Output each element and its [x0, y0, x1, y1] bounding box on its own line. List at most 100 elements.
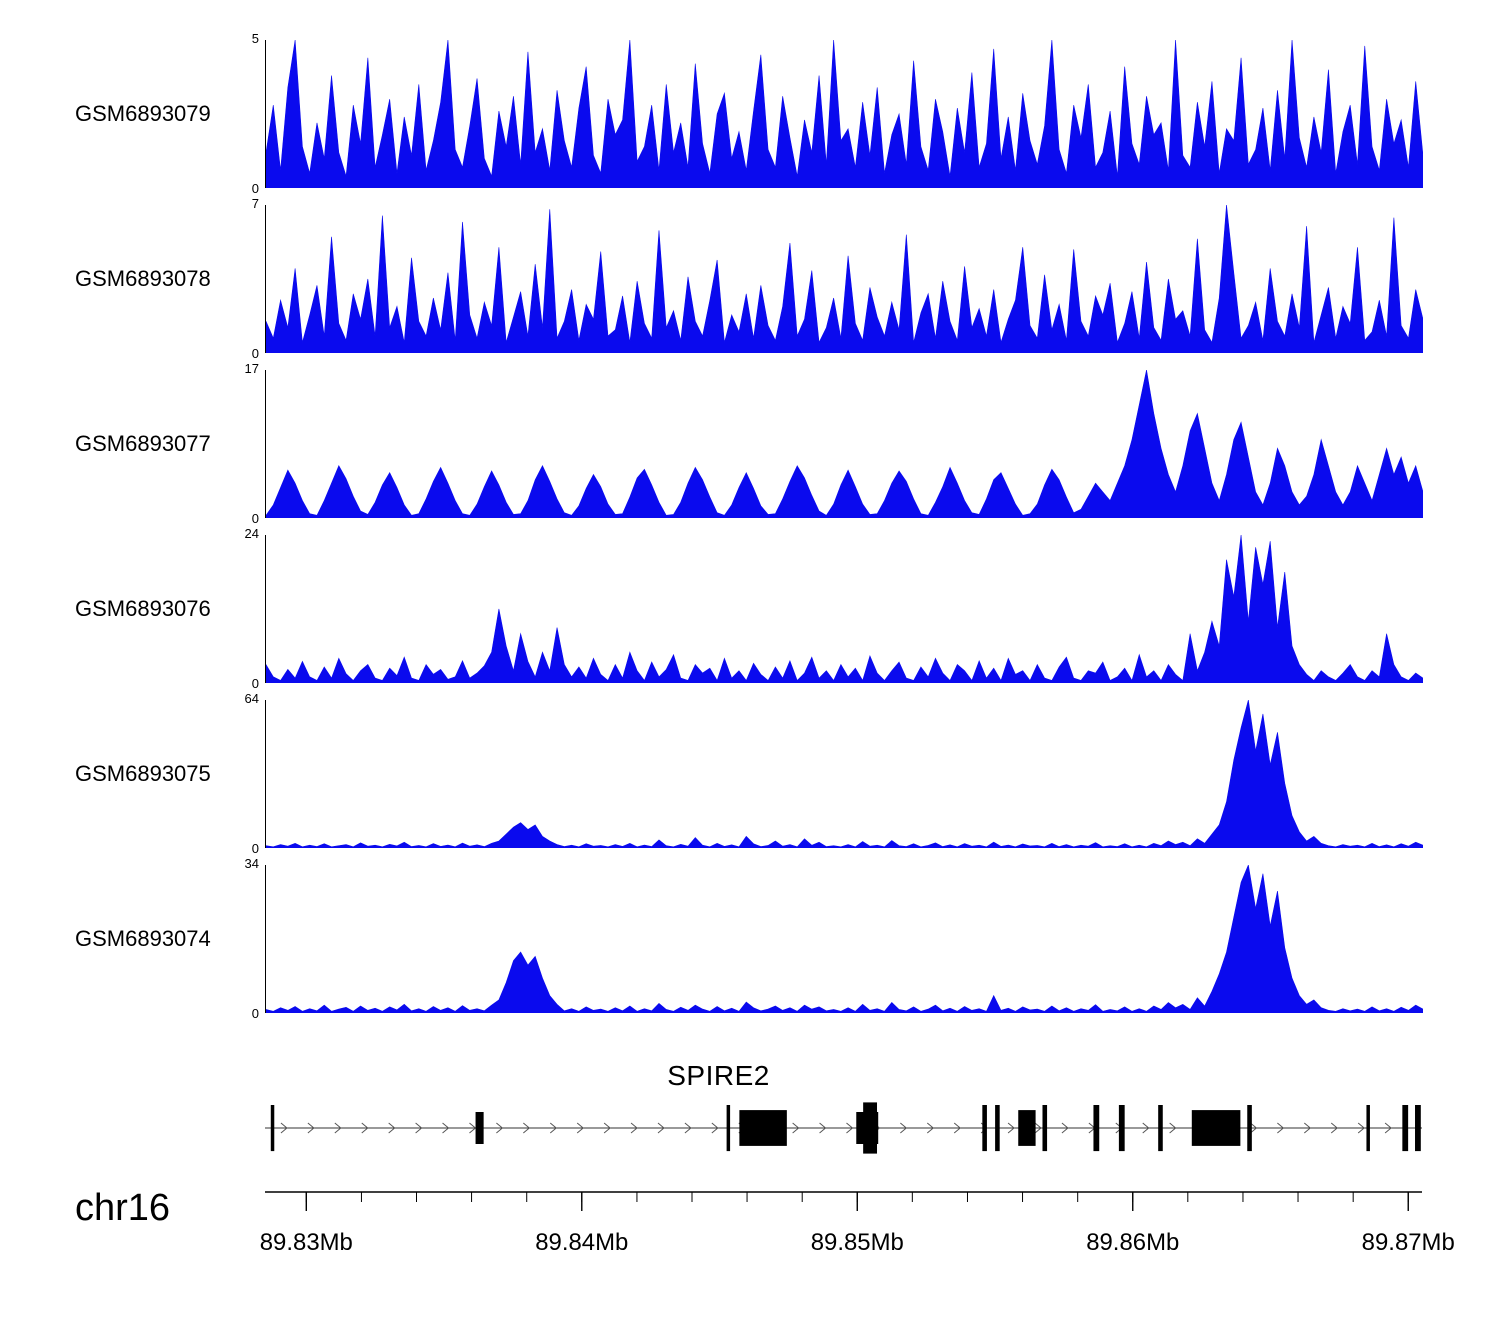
axis-label-column: chr16 [0, 1188, 265, 1268]
strand-arrow-icon [819, 1122, 827, 1134]
strand-arrow-icon [711, 1122, 719, 1134]
exon-box [1093, 1105, 1100, 1152]
exon-box [1247, 1105, 1252, 1152]
genome-axis: 89.83Mb 89.84Mb 89.85Mb 89.86Mb 89.87Mb [260, 1191, 1455, 1256]
coverage-area [266, 40, 1423, 188]
chromosome-label: chr16 [75, 1187, 171, 1229]
strand-arrow-icon [334, 1122, 342, 1134]
y-axis-max-label: 64 [244, 691, 259, 706]
track-label: GSM6893078 [75, 266, 211, 291]
axis-tick-label: 89.86Mb [1086, 1229, 1179, 1256]
coverage-area [266, 370, 1423, 518]
track-row-GSM6893076: GSM6893076 24 0 [0, 527, 1500, 700]
y-axis-min-label: 0 [251, 841, 259, 856]
exon-box [863, 1102, 878, 1154]
strand-arrow-icon [1034, 1122, 1042, 1134]
exon-box [739, 1110, 787, 1146]
strand-arrow-icon [1277, 1122, 1285, 1134]
y-axis-min-label: 0 [251, 511, 259, 526]
track-label: GSM6893079 [75, 101, 211, 126]
strand-arrow-icon [442, 1122, 450, 1134]
y-axis-min-label: 0 [251, 181, 259, 196]
strand-arrow-icon [361, 1122, 369, 1134]
strand-arrow-icon [792, 1122, 800, 1134]
track-plot: 64 0 [245, 692, 1423, 855]
track-plot: 34 0 [245, 857, 1423, 1020]
exon-box [1191, 1110, 1241, 1146]
y-axis-min-label: 0 [251, 676, 259, 691]
axis-tick-label: 89.83Mb [260, 1229, 353, 1256]
strand-arrow-icon [630, 1122, 638, 1134]
track-label: GSM6893077 [75, 431, 211, 456]
strand-arrow-icon [307, 1122, 315, 1134]
gene-name-label: SPIRE2 [667, 1060, 770, 1091]
genome-axis-section: chr16 89.83Mb 89.84Mb 89.85Mb 89.86Mb 89.87M… [0, 1188, 1500, 1268]
coverage-area [266, 535, 1423, 683]
coverage-tracks: GSM6893079 5 0 GSM6893078 7 0 GSM6893077 17 0 GSM… [0, 32, 1500, 1030]
strand-arrow-icon [846, 1122, 854, 1134]
axis-tick-label: 89.85Mb [811, 1229, 904, 1256]
strand-arrow-icon [953, 1122, 961, 1134]
track-row-GSM6893077: GSM6893077 17 0 [0, 362, 1500, 535]
track-plot: 24 0 [245, 527, 1423, 690]
exon-box [1366, 1105, 1370, 1152]
exon-box [995, 1105, 1000, 1152]
exon-box [1042, 1105, 1048, 1152]
gene-track-section: SPIRE2 [265, 1060, 1422, 1160]
y-axis-min-label: 0 [251, 346, 259, 361]
strand-arrow-icon [1007, 1122, 1015, 1134]
y-axis-max-label: 24 [244, 526, 259, 541]
track-row-GSM6893078: GSM6893078 7 0 [0, 197, 1500, 370]
strand-arrow-icon [576, 1122, 584, 1134]
strand-arrow-icon [388, 1122, 396, 1134]
coverage-area [266, 700, 1423, 848]
strand-arrow-icon [1169, 1122, 1177, 1134]
strand-arrow-icon [1384, 1122, 1392, 1134]
coverage-area [266, 205, 1423, 353]
y-axis-max-label: 34 [244, 856, 259, 871]
axis-tick-label: 89.84Mb [535, 1229, 628, 1256]
strand-arrow-icon [523, 1122, 531, 1134]
strand-arrow-icon [1061, 1122, 1069, 1134]
coverage-area [266, 865, 1423, 1013]
track-label: GSM6893075 [75, 761, 211, 786]
y-axis-max-label: 5 [251, 31, 259, 46]
y-axis-min-label: 0 [251, 1006, 259, 1021]
exon-box [1415, 1105, 1421, 1152]
gene-model [265, 1102, 1422, 1154]
strand-arrow-icon [926, 1122, 935, 1134]
exon-box [1018, 1110, 1036, 1146]
y-axis-max-label: 17 [244, 361, 259, 376]
exon-box [270, 1105, 275, 1152]
strand-arrow-icon [1303, 1122, 1312, 1134]
y-axis-max-label: 7 [251, 196, 259, 211]
strand-arrow-icon [900, 1122, 908, 1134]
axis-tick-label: 89.87Mb [1362, 1229, 1455, 1256]
strand-arrow-icon [1330, 1122, 1338, 1134]
track-row-GSM6893079: GSM6893079 5 0 [0, 32, 1500, 205]
strand-arrow-icon [469, 1122, 477, 1134]
track-label: GSM6893074 [75, 926, 211, 951]
exon-box [1158, 1105, 1163, 1152]
exon-box [1402, 1105, 1409, 1152]
track-plot: 17 0 [245, 362, 1423, 525]
strand-arrow-icon [496, 1122, 504, 1134]
exon-box [726, 1105, 731, 1152]
exon-box [1118, 1105, 1125, 1152]
gene-label-row: SPIRE2 [265, 1060, 1422, 1096]
track-row-GSM6893074: GSM6893074 34 0 [0, 857, 1500, 1030]
strand-arrow-icon [657, 1122, 665, 1134]
strand-arrow-icon [280, 1122, 288, 1134]
exon-box [982, 1105, 987, 1152]
strand-arrow-icon [1142, 1122, 1150, 1134]
strand-arrow-icon [549, 1122, 558, 1134]
strand-arrow-icon [1250, 1122, 1258, 1134]
strand-arrow-icon [415, 1122, 423, 1134]
strand-arrow-icon [1357, 1122, 1365, 1134]
track-label: GSM6893076 [75, 596, 211, 621]
exon-box [475, 1112, 484, 1144]
strand-arrow-icon [603, 1122, 611, 1134]
